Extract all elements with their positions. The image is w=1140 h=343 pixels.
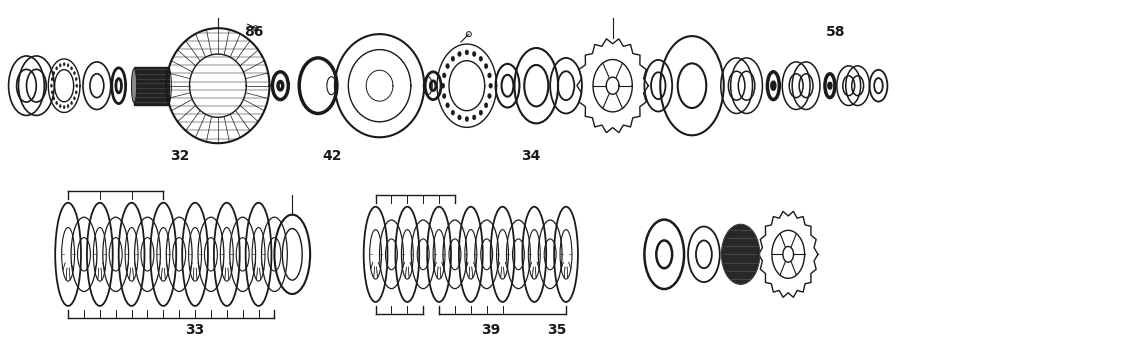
Ellipse shape <box>75 91 78 94</box>
Ellipse shape <box>472 115 477 120</box>
Text: 39: 39 <box>481 323 500 337</box>
Ellipse shape <box>488 73 491 78</box>
Ellipse shape <box>457 51 462 57</box>
Ellipse shape <box>76 84 78 87</box>
Ellipse shape <box>479 110 482 115</box>
Ellipse shape <box>56 67 58 70</box>
Ellipse shape <box>457 115 462 120</box>
Text: 32: 32 <box>170 149 189 163</box>
Ellipse shape <box>52 71 55 75</box>
Ellipse shape <box>67 64 70 67</box>
Text: 35: 35 <box>547 323 567 337</box>
Ellipse shape <box>446 103 449 108</box>
Ellipse shape <box>488 94 491 98</box>
Ellipse shape <box>71 67 73 70</box>
Ellipse shape <box>442 73 446 78</box>
Ellipse shape <box>73 71 75 75</box>
Ellipse shape <box>722 225 759 284</box>
Ellipse shape <box>131 69 137 103</box>
Ellipse shape <box>442 94 446 98</box>
Ellipse shape <box>465 50 469 55</box>
Ellipse shape <box>472 51 477 57</box>
Ellipse shape <box>59 105 62 108</box>
Text: 33: 33 <box>185 323 204 337</box>
Ellipse shape <box>75 78 78 81</box>
Bar <box>135 67 169 105</box>
Ellipse shape <box>451 56 455 61</box>
Ellipse shape <box>446 63 449 69</box>
Ellipse shape <box>59 64 62 67</box>
Ellipse shape <box>71 102 73 105</box>
Ellipse shape <box>441 83 445 88</box>
Ellipse shape <box>56 102 58 105</box>
Text: 42: 42 <box>323 149 342 163</box>
Ellipse shape <box>52 97 55 100</box>
Ellipse shape <box>451 110 455 115</box>
Ellipse shape <box>50 84 52 87</box>
Text: 58: 58 <box>826 25 846 39</box>
Ellipse shape <box>67 105 70 108</box>
Text: 34: 34 <box>521 149 540 163</box>
Ellipse shape <box>51 91 52 94</box>
Ellipse shape <box>484 63 488 69</box>
Ellipse shape <box>489 83 492 88</box>
Ellipse shape <box>51 78 52 81</box>
Text: 86: 86 <box>244 25 263 39</box>
Ellipse shape <box>484 103 488 108</box>
Ellipse shape <box>465 117 469 121</box>
Ellipse shape <box>479 56 482 61</box>
Ellipse shape <box>63 106 65 109</box>
Ellipse shape <box>63 63 65 66</box>
Ellipse shape <box>73 97 75 100</box>
